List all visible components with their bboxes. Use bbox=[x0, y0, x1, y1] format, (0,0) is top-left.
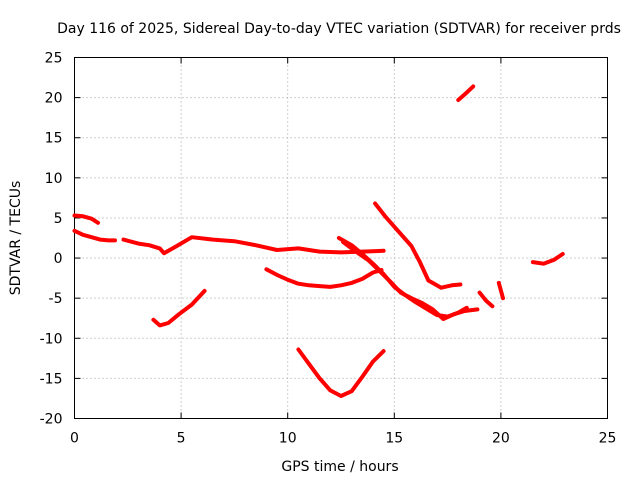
series-arc-10 bbox=[477, 290, 495, 309]
y-axis-label: SDTVAR / TECUs bbox=[8, 181, 24, 296]
y-tick-label: 0 bbox=[54, 251, 63, 267]
x-axis-label: GPS time / hours bbox=[281, 459, 398, 475]
x-tick-label: 25 bbox=[599, 431, 617, 447]
x-tick-label: 0 bbox=[70, 431, 79, 447]
x-tick-label: 5 bbox=[177, 431, 186, 447]
y-tick-label: -10 bbox=[40, 331, 63, 347]
series-arc-8 bbox=[341, 240, 480, 321]
y-tick-label: 20 bbox=[45, 91, 63, 107]
y-tick-label: -20 bbox=[40, 412, 63, 428]
x-tick-label: 15 bbox=[385, 431, 403, 447]
series-arc-2 bbox=[72, 228, 117, 243]
x-tick-label: 20 bbox=[492, 431, 510, 447]
series-arc-6 bbox=[296, 347, 386, 398]
series-arc-9 bbox=[373, 201, 463, 290]
series-group bbox=[72, 84, 565, 398]
chart-title: Day 116 of 2025, Sidereal Day-to-day VTE… bbox=[57, 21, 621, 37]
y-tick-labels: -20 -15 -10 -5 0 5 10 15 20 25 bbox=[40, 51, 63, 428]
series-arc-11 bbox=[496, 280, 505, 301]
series-arc-1 bbox=[72, 213, 100, 225]
y-tick-label: -5 bbox=[49, 291, 63, 307]
x-tick-labels: 0 5 10 15 20 25 bbox=[70, 431, 616, 447]
y-tick-label: -15 bbox=[40, 371, 63, 387]
grid-lines bbox=[74, 57, 608, 419]
plot-frame bbox=[74, 57, 608, 419]
series-arc-12 bbox=[456, 84, 476, 102]
y-tick-label: 15 bbox=[45, 131, 63, 147]
y-tick-label: 10 bbox=[45, 171, 63, 187]
series-arc-13 bbox=[530, 252, 565, 266]
series-arc-5 bbox=[264, 267, 384, 289]
series-arc-3 bbox=[121, 235, 386, 256]
y-tick-label: 5 bbox=[54, 211, 63, 227]
series-arc-7 bbox=[336, 236, 469, 319]
y-tick-label: 25 bbox=[45, 51, 63, 67]
x-tick-label: 10 bbox=[279, 431, 297, 447]
series-arc-4 bbox=[151, 288, 207, 328]
axis-ticks bbox=[74, 57, 608, 419]
